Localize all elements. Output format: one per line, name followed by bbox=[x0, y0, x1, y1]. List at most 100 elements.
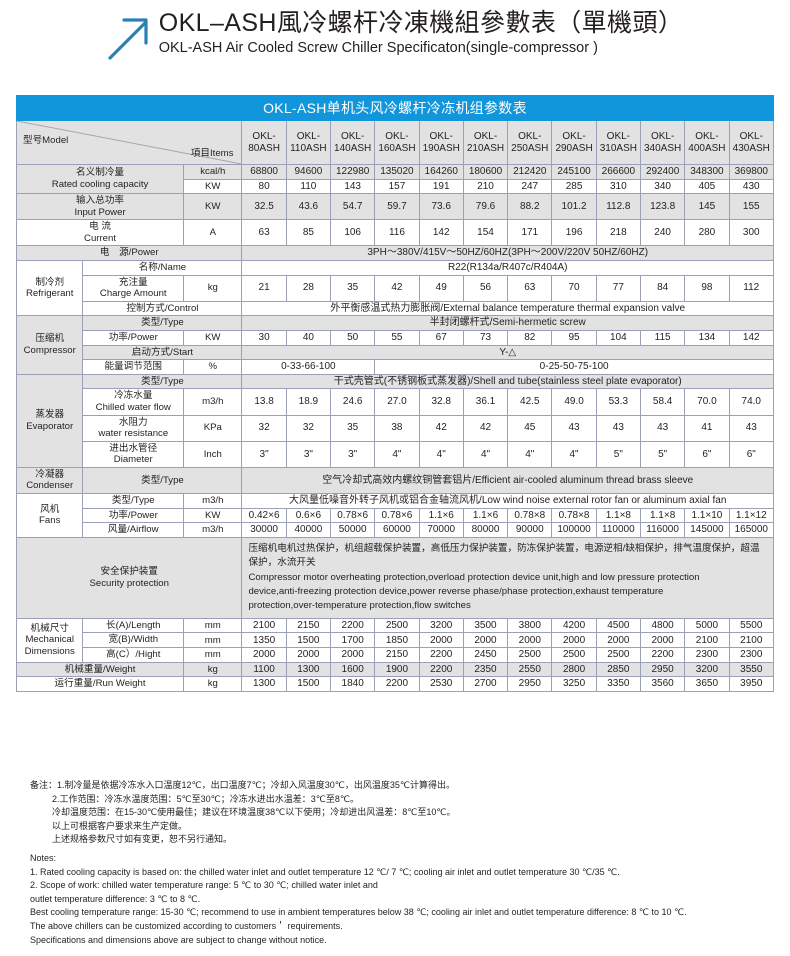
cell: 56 bbox=[462, 274, 509, 302]
cell: 2530 bbox=[418, 676, 464, 692]
evaporator-flow-label: 冷冻水量 Chilled water flow bbox=[82, 388, 185, 416]
current-unit: A bbox=[183, 219, 243, 247]
model-suffix: 80ASH bbox=[248, 142, 280, 154]
cell: 212420 bbox=[507, 164, 553, 180]
label-cn: 压缩机 bbox=[35, 333, 65, 345]
cell: 4" bbox=[418, 440, 464, 468]
cell: 84 bbox=[639, 274, 686, 302]
table-row: 电 源/Power 3PH～380V/415V～50HZ/60HZ(3PH～20… bbox=[15, 245, 774, 261]
model-suffix: 310ASH bbox=[599, 142, 637, 154]
cell: 40000 bbox=[285, 522, 332, 538]
spec-table: OKL-ASH单机头风冷螺杆冷冻机组参数表 型号Model 項目Items OK… bbox=[15, 95, 775, 692]
input-power-unit: KW bbox=[183, 192, 243, 221]
cell: 2000 bbox=[595, 632, 641, 649]
cell: 145000 bbox=[684, 522, 730, 538]
compressor-type-label: 类型/Type bbox=[82, 315, 243, 331]
cell: 55 bbox=[374, 329, 420, 346]
cell: 2000 bbox=[639, 632, 686, 649]
cell: 43 bbox=[595, 414, 641, 442]
cell: 32.8 bbox=[418, 388, 464, 416]
mech-height-unit: mm bbox=[183, 647, 243, 663]
model-suffix: 190ASH bbox=[422, 142, 460, 154]
model-prefix: OKL- bbox=[650, 130, 675, 142]
note-en-4: Best cooling temperature range: 15-30 ℃;… bbox=[30, 907, 687, 918]
cell: 2000 bbox=[507, 632, 553, 649]
cell: 247 bbox=[507, 178, 553, 194]
cell: 2950 bbox=[507, 676, 553, 692]
cell: 145 bbox=[684, 192, 730, 221]
cell: 0.78×6 bbox=[374, 507, 420, 524]
compressor-power-unit: KW bbox=[183, 329, 243, 346]
cell: 1.1×10 bbox=[684, 507, 730, 524]
cell: 135020 bbox=[374, 164, 420, 180]
cell: 3" bbox=[285, 440, 332, 468]
label-cn: 名义制冷量 bbox=[76, 167, 125, 179]
cell: 32.5 bbox=[241, 192, 287, 221]
cell: 4" bbox=[462, 440, 509, 468]
table-banner: OKL-ASH单机头风冷螺杆冷冻机组参数表 bbox=[16, 95, 774, 121]
cell: 88.2 bbox=[507, 192, 553, 221]
model-suffix: 160ASH bbox=[378, 142, 416, 154]
cell: 27.0 bbox=[374, 388, 420, 416]
compressor-start-label: 启动方式/Start bbox=[82, 344, 243, 361]
cell: 3950 bbox=[728, 676, 775, 692]
cell: 340 bbox=[639, 178, 686, 194]
cell: 38 bbox=[374, 414, 420, 442]
cell: 70 bbox=[551, 274, 597, 302]
table-row: 冷凝器 Condenser 类型/Type 空气冷却式高效内螺纹铜管套铝片/Ef… bbox=[15, 466, 774, 495]
table-banner-row: OKL-ASH单机头风冷螺杆冷冻机组参数表 bbox=[16, 95, 774, 121]
cell: 3200 bbox=[418, 617, 464, 634]
note-cn-4: 以上可根据客户要求来生产定做。 bbox=[52, 820, 188, 831]
refrigerant-name-label: 名称/Name bbox=[82, 259, 243, 276]
compressor-capacity-value-1: 0-33-66-100 bbox=[241, 359, 376, 375]
cell: 43 bbox=[728, 414, 775, 442]
cell: 32 bbox=[285, 414, 332, 442]
label-cn: 冷冻水量 bbox=[114, 390, 153, 402]
cell: 292400 bbox=[639, 164, 686, 180]
cell: 110 bbox=[285, 178, 332, 194]
model-col-1: OKL- 80ASH bbox=[241, 120, 287, 165]
cell: 2200 bbox=[418, 647, 464, 663]
compressor-capacity-value-2: 0-25-50-75-100 bbox=[374, 359, 774, 375]
cell: 30 bbox=[241, 329, 287, 346]
cell: 98 bbox=[684, 274, 730, 302]
model-col-11: OKL- 400ASH bbox=[684, 120, 730, 165]
refrigerant-charge-unit: kg bbox=[183, 274, 243, 302]
cell: 77 bbox=[595, 274, 641, 302]
cell: 68800 bbox=[241, 164, 287, 180]
label-cn: 蒸发器 bbox=[35, 409, 65, 421]
cell: 285 bbox=[551, 178, 597, 194]
cell: 54.7 bbox=[330, 192, 376, 221]
table-row: 控制方式/Control 外平衡感温式热力膨胀阀/External balanc… bbox=[17, 300, 774, 317]
spec-table-wrap: OKL-ASH单机头风冷螺杆冷冻机组参数表 型号Model 項目Items OK… bbox=[15, 95, 775, 692]
fans-label: 风机 Fans bbox=[15, 493, 84, 538]
note-cn-2: 2.工作范围：冷冻水温度范围：5℃至30℃；冷冻水进出水温差：3℃至8℃。 bbox=[52, 793, 359, 804]
cell: 43.6 bbox=[285, 192, 332, 221]
cell: 95 bbox=[551, 329, 597, 346]
cell: 90000 bbox=[507, 522, 553, 538]
mech-dimensions-label: 机械尺寸 Mechanical Dimensions bbox=[15, 617, 84, 663]
fan-airflow-unit: m3/h bbox=[183, 522, 243, 538]
table-row: 功率/Power KW 30 40 50 55 67 73 82 95 104 … bbox=[17, 329, 775, 346]
weight-label: 机械重量/Weight bbox=[15, 661, 185, 678]
cell: 3" bbox=[241, 440, 287, 468]
cell: 2300 bbox=[728, 647, 775, 663]
cell: 310 bbox=[595, 178, 641, 194]
cell: 196 bbox=[551, 219, 597, 247]
cell: 5000 bbox=[684, 617, 730, 634]
page-subtitle: OKL-ASH Air Cooled Screw Chiller Specifi… bbox=[158, 40, 598, 56]
cell: 49.0 bbox=[551, 388, 597, 416]
model-prefix: OKL- bbox=[739, 130, 763, 142]
label-en-2: Dimensions bbox=[24, 646, 75, 658]
security-line-3: Compressor motor overheating protection,… bbox=[248, 571, 700, 583]
cell: 0.78×8 bbox=[551, 507, 597, 524]
note-en-5: The above chillers can be customized acc… bbox=[30, 920, 343, 931]
cell: 5500 bbox=[728, 617, 775, 634]
model-suffix: 430ASH bbox=[732, 142, 770, 154]
cell: 280 bbox=[684, 219, 730, 247]
label-en: Refrigerant bbox=[25, 288, 74, 300]
model-suffix: 210ASH bbox=[466, 142, 505, 154]
note-cn-3: 冷却温度范围：在15-30℃使用最佳；建议在环境温度38℃以下使用；冷却进出风温… bbox=[52, 807, 456, 818]
cell: 104 bbox=[595, 329, 641, 346]
corner-model-label: 型号Model bbox=[23, 135, 69, 146]
